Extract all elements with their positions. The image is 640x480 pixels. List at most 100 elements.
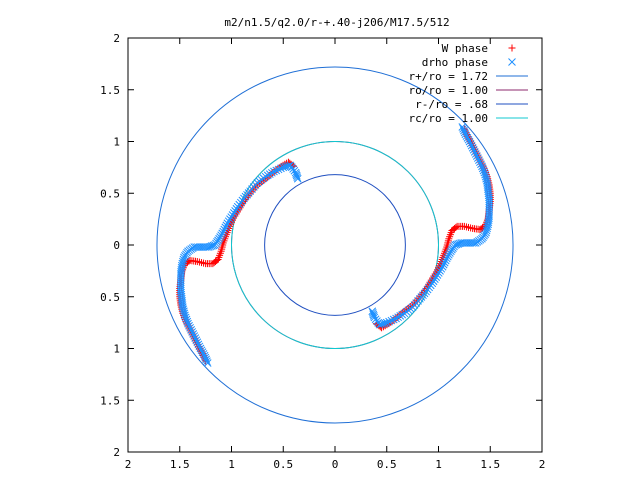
drho-phase-point-196-d2 — [203, 243, 211, 251]
drho-phase-point-242 — [272, 166, 281, 175]
drho-phase-point-81-d2 — [441, 256, 450, 265]
drho-phase-point-10-d2 — [467, 141, 476, 150]
drho-phase-point-137-d2 — [196, 344, 205, 353]
drho-phase-point-219-d2 — [231, 206, 239, 215]
drho-phase-point-60 — [471, 239, 480, 247]
drho-phase-point-8-d2 — [465, 137, 474, 146]
reference-circle-1 — [231, 141, 439, 349]
drho-phase-point-91 — [429, 277, 438, 286]
drho-phase-point-218-d2 — [229, 209, 238, 217]
drho-phase-point-27-d2 — [482, 176, 491, 185]
drho-phase-point-211 — [221, 223, 230, 232]
drho-phase-point-85-d2 — [437, 264, 446, 273]
drho-phase-point-22 — [479, 166, 488, 175]
drho-phase-point-111 — [394, 313, 402, 322]
legend-marker-w-phase — [508, 44, 516, 52]
drho-phase-point-67-d2 — [459, 239, 467, 247]
drho-phase-point-6-d2 — [463, 134, 472, 142]
drho-phase-point-29-d2 — [483, 181, 492, 189]
drho-phase-point-84-d2 — [438, 262, 447, 271]
drho-phase-point-63-d2 — [466, 239, 475, 247]
drho-phase-point-193 — [197, 243, 206, 251]
drho-phase-point-17 — [475, 156, 483, 164]
drho-phase-point-82-d2 — [440, 258, 449, 267]
drho-phase-point-79 — [443, 252, 452, 261]
drho-phase-point-241-d2 — [270, 167, 278, 176]
legend-label-circle-ro: ro/ro = 1.00 — [409, 84, 488, 97]
drho-phase-point-133-d2 — [200, 351, 209, 360]
drho-phase-point-160-d2 — [178, 297, 186, 305]
drho-phase-point-12-d2 — [469, 145, 478, 154]
drho-phase-point-257-d2 — [293, 174, 302, 183]
x-tick-label-4: 0 — [332, 458, 339, 471]
drho-phase-point-110 — [396, 312, 405, 320]
drho-phase-point-207 — [217, 231, 226, 240]
drho-phase-point-213 — [223, 219, 232, 228]
drho-phase-point-77-d2 — [446, 249, 454, 257]
drho-phase-point-239 — [265, 170, 274, 178]
drho-phase-point-3-d2 — [460, 128, 469, 137]
drho-phase-point-91-d2 — [429, 277, 438, 286]
drho-phase-point-9-d2 — [466, 139, 475, 148]
drho-phase-point-142-d2 — [191, 334, 200, 343]
data-series — [176, 123, 494, 367]
drho-phase-point-16 — [473, 154, 482, 162]
drho-phase-point-149-d2 — [184, 319, 192, 328]
drho-phase-point-114-d2 — [387, 316, 396, 325]
drho-phase-point-143 — [190, 332, 199, 340]
drho-phase-point-89 — [432, 273, 441, 281]
drho-phase-point-191-d2 — [194, 243, 202, 251]
drho-phase-point-23 — [480, 168, 489, 177]
drho-phase-point-5-d2 — [462, 132, 471, 140]
drho-phase-point-243-d2 — [274, 165, 283, 174]
drho-phase-point-213-d2 — [223, 219, 232, 228]
drho-phase-point-60-d2 — [471, 239, 480, 247]
drho-phase-point-255-d2 — [292, 171, 301, 180]
drho-phase-point-80-d2 — [442, 254, 451, 263]
drho-phase-point-89-d2 — [432, 273, 441, 281]
axis-ticks: 2 1.5 1 0.5 0 0.5 1 1.5 221.510.500.511.52 — [100, 32, 545, 471]
drho-phase-point-4-d2 — [461, 130, 470, 139]
drho-phase-point-1-d2 — [459, 124, 467, 133]
drho-phase-point-83 — [439, 260, 448, 269]
drho-phase-point-244 — [277, 164, 285, 173]
drho-phase-point-79-d2 — [443, 252, 452, 261]
drho-phase-point-34-d2 — [484, 191, 493, 200]
drho-phase-point-76 — [447, 247, 455, 256]
y-tick-label-7: 1.5 — [100, 84, 120, 97]
drho-phase-point-16-d2 — [473, 154, 482, 162]
drho-phase-point-62-d2 — [468, 239, 476, 247]
drho-phase-point-220-d2 — [232, 204, 241, 213]
drho-phase-point-2-d2 — [460, 126, 468, 135]
drho-phase-point-153-d2 — [181, 311, 189, 320]
drho-phase-point-28-d2 — [483, 179, 491, 187]
drho-phase-point-127 — [368, 308, 377, 317]
drho-phase-point-141 — [192, 336, 201, 345]
drho-phase-point-240 — [268, 168, 276, 177]
drho-phase-point-144-d2 — [189, 330, 198, 338]
drho-phase-point-108-d2 — [400, 309, 409, 318]
drho-phase-point-134-d2 — [199, 350, 208, 358]
drho-phase-point-206 — [216, 233, 224, 241]
drho-phase-point-132-d2 — [201, 353, 210, 362]
drho-phase-point-31-d2 — [484, 185, 492, 193]
drho-phase-point-80 — [442, 254, 451, 263]
drho-phase-point-112-d2 — [392, 314, 400, 323]
drho-phase-point-61 — [470, 239, 478, 247]
drho-phase-point-138 — [195, 342, 204, 351]
drho-phase-point-7 — [464, 135, 473, 144]
y-tick-label-0: 2 — [113, 446, 120, 459]
drho-phase-point-13-d2 — [470, 147, 479, 156]
y-tick-label-5: 0.5 — [100, 187, 120, 200]
drho-phase-point-24-d2 — [481, 170, 489, 179]
drho-phase-point-109-d2 — [398, 310, 407, 319]
drho-phase-point-212 — [222, 221, 231, 230]
drho-phase-point-216-d2 — [227, 213, 236, 221]
y-tick-label-3: 0.5 — [100, 291, 120, 304]
y-tick-label-1: 1.5 — [100, 394, 120, 407]
drho-phase-point-158-d2 — [178, 301, 187, 309]
drho-phase-point-11-d2 — [468, 143, 477, 152]
drho-phase-point-9 — [466, 139, 475, 148]
drho-phase-point-151 — [182, 315, 191, 324]
drho-phase-point-240-d2 — [268, 168, 276, 177]
